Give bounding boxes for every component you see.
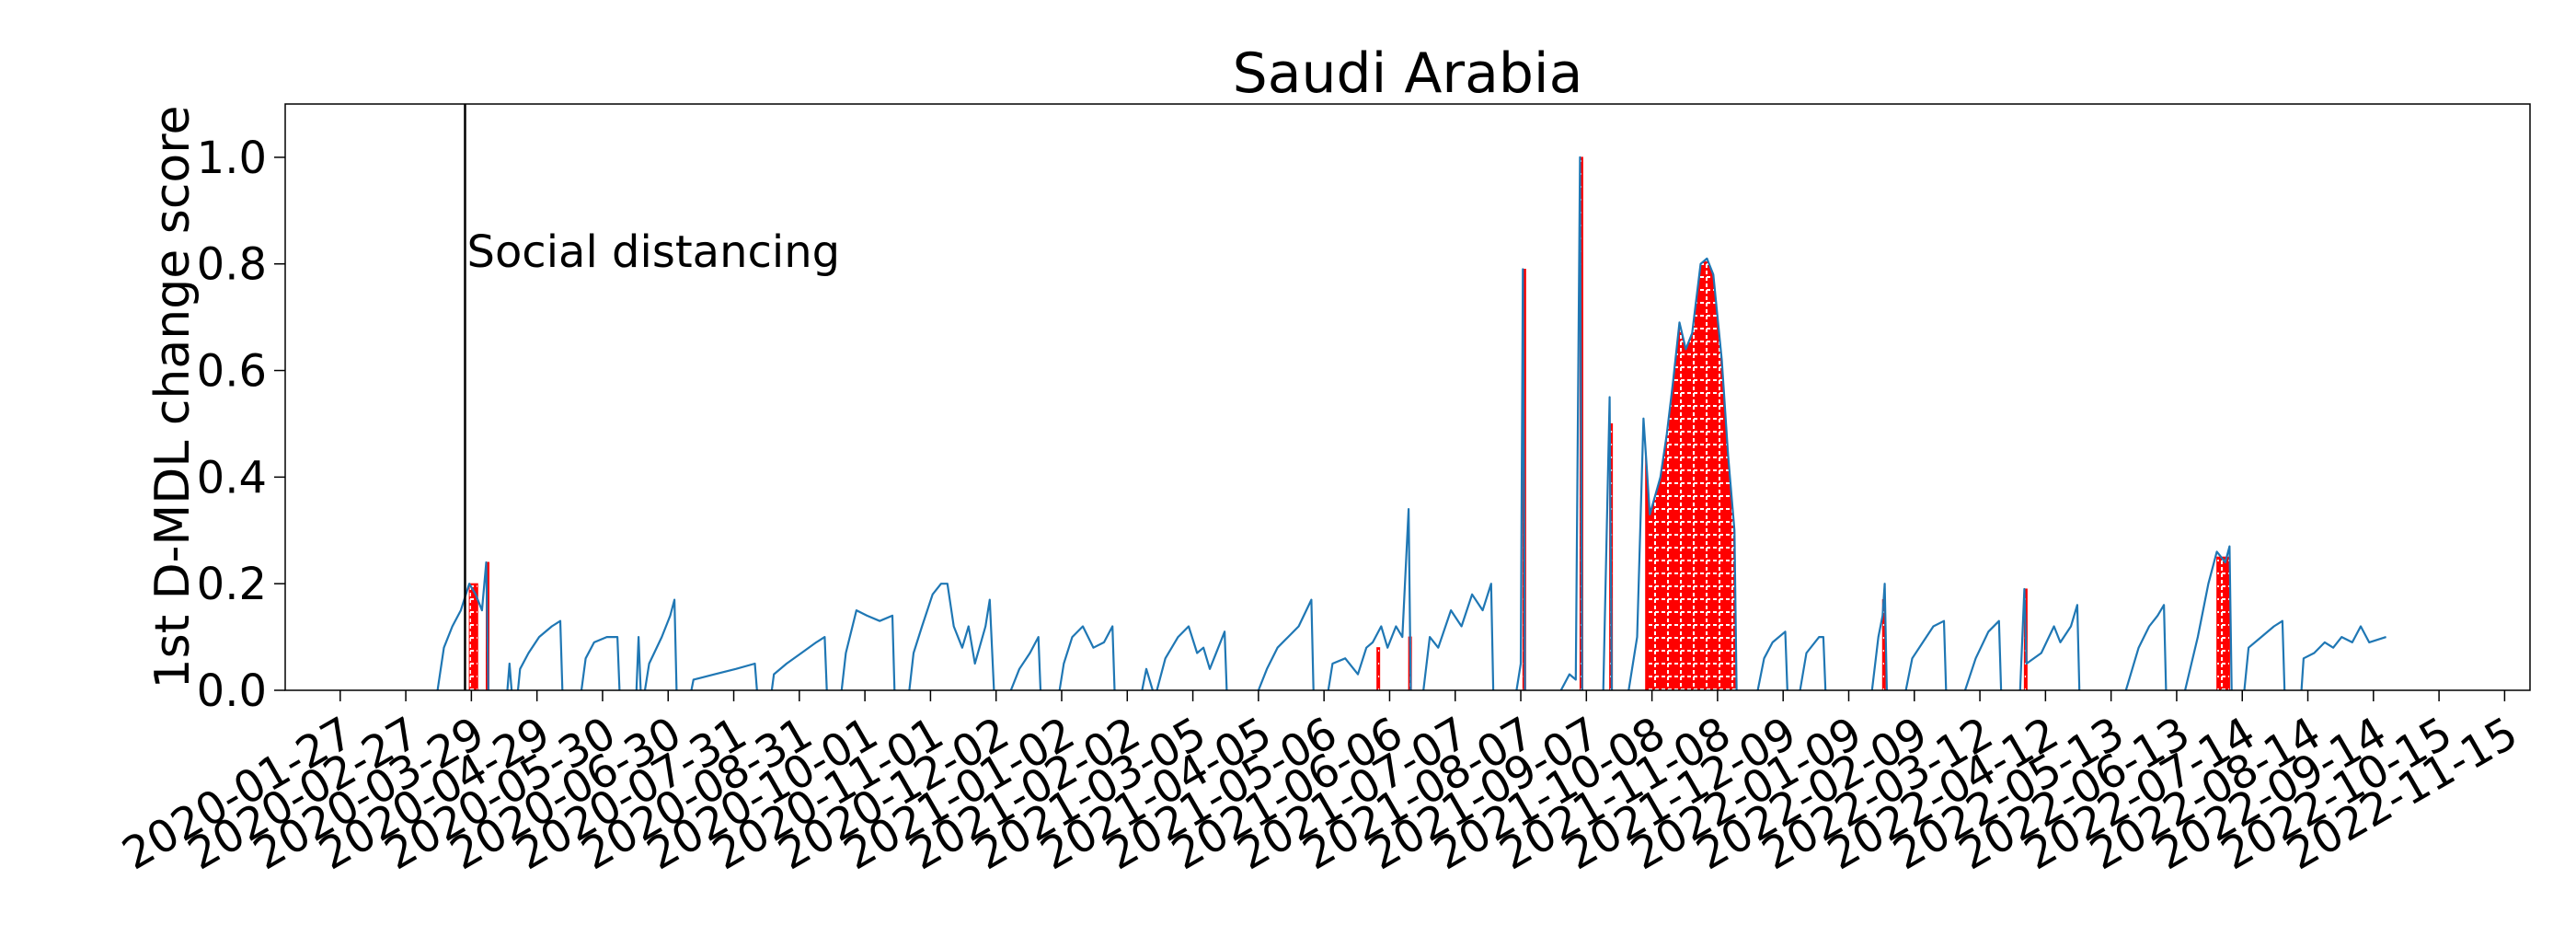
- series-line: [1156, 625, 1228, 690]
- alarm-region: [2216, 556, 2230, 690]
- y-tick-label: 0.6: [197, 346, 267, 398]
- series-line: [1756, 630, 1788, 690]
- series-line: [2018, 587, 2081, 690]
- series-line: [1422, 583, 1495, 690]
- series-line: [1141, 667, 1154, 690]
- chart-title: Saudi Arabia: [1233, 41, 1583, 106]
- series-line: [1257, 598, 1315, 690]
- series-line: [1515, 268, 1526, 690]
- y-tick-label: 0.2: [197, 559, 267, 610]
- series-line: [1009, 635, 1042, 690]
- series-line: [2124, 604, 2168, 690]
- series-lines: [436, 156, 2386, 690]
- alarm-region: [1645, 258, 1738, 690]
- series-line: [840, 608, 896, 690]
- series-line: [2184, 545, 2233, 690]
- series-line: [1627, 257, 1738, 690]
- x-axis: 2020-01-272020-02-272020-03-292020-04-29…: [114, 690, 2526, 880]
- series-line: [1559, 156, 1583, 690]
- series-line: [1058, 625, 1116, 690]
- series-line: [1904, 619, 1948, 690]
- alarm-region: [1376, 647, 1381, 690]
- series-line: [635, 635, 642, 690]
- y-tick-label: 1.0: [197, 133, 267, 184]
- y-tick-label: 0.4: [197, 452, 267, 503]
- annotation-label: Social distancing: [466, 226, 840, 278]
- y-axis: 0.0 0.2 0.4 0.6 0.8 1.0: [197, 133, 285, 717]
- series-line: [1602, 396, 1613, 690]
- annotations: Social distancing: [464, 104, 840, 690]
- series-line: [2243, 619, 2286, 690]
- series-line: [643, 598, 678, 690]
- plot-frame: [284, 103, 2531, 691]
- series-line: [690, 662, 758, 690]
- series-line: [1870, 583, 1888, 690]
- series-line: [516, 619, 564, 690]
- series-line: [2300, 625, 2386, 690]
- series-line: [770, 635, 828, 690]
- y-tick-label: 0.8: [197, 239, 267, 291]
- series-line: [506, 662, 513, 690]
- alarm-region: [468, 583, 478, 690]
- series-line: [1799, 635, 1827, 690]
- y-tick-label: 0.0: [197, 665, 267, 717]
- series-line: [908, 583, 995, 690]
- y-axis-label: 1st D-MDL change score: [145, 106, 201, 689]
- series-line: [1327, 507, 1412, 690]
- series-line: [1963, 619, 2003, 690]
- series-line: [580, 635, 621, 690]
- series-line: [436, 561, 489, 690]
